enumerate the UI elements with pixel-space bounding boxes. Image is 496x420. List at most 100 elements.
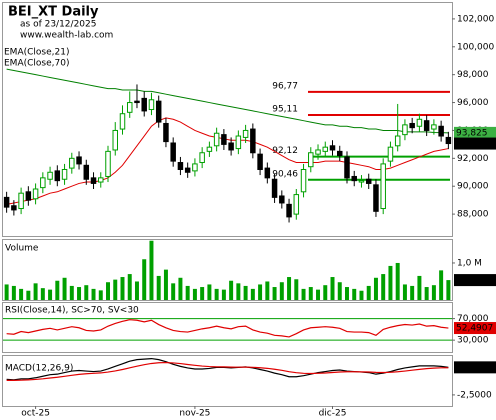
last-value-box xyxy=(454,322,496,335)
volume-bar xyxy=(4,284,9,300)
candle-body xyxy=(184,167,191,173)
volume-bar xyxy=(373,277,378,300)
volume-bar xyxy=(330,277,335,300)
candle-body xyxy=(61,168,68,180)
candle-body xyxy=(394,135,401,147)
volume-bar xyxy=(207,284,212,300)
candle-body xyxy=(315,149,321,155)
volume-bar xyxy=(120,277,125,300)
macd-panel xyxy=(2,355,453,407)
volume-bar xyxy=(200,287,205,300)
panel-title: Volume xyxy=(5,244,39,254)
volume-bar xyxy=(185,285,190,300)
volume-bar xyxy=(163,269,168,300)
volume-bar xyxy=(337,282,342,300)
candle-body xyxy=(271,178,278,198)
candle-body xyxy=(155,100,162,123)
candle-body xyxy=(431,124,437,130)
candle-body xyxy=(235,135,242,150)
volume-bar xyxy=(40,288,45,300)
volume-bar xyxy=(431,285,436,300)
volume-bar xyxy=(84,285,89,300)
y-tick-label: 100,000 xyxy=(457,42,494,52)
volume-bar xyxy=(294,279,299,300)
chart-subtitle: as of 23/12/2025 xyxy=(20,20,96,30)
volume-bar xyxy=(366,285,371,300)
candle-body xyxy=(177,162,184,170)
volume-bar xyxy=(192,288,197,300)
candle-body xyxy=(402,124,408,136)
candle-body xyxy=(264,167,271,179)
volume-bar xyxy=(439,270,444,300)
candle-body xyxy=(25,191,32,201)
y-tick-label: 1,0 M xyxy=(457,258,482,268)
y-tick-label: 90,000 xyxy=(457,182,489,192)
legend-entry: EMA(Close,70) xyxy=(4,59,69,69)
volume-bar xyxy=(134,281,139,300)
candle-body xyxy=(69,157,75,169)
last-value-box xyxy=(454,137,496,150)
panel-title: MACD(12,26,9) xyxy=(5,364,73,374)
source: www.wealth-lab.com xyxy=(20,31,113,41)
volume-bar xyxy=(48,289,53,300)
volume-bar xyxy=(359,290,364,300)
volume-bar xyxy=(149,240,154,300)
volume-bar xyxy=(417,275,422,300)
indicator-line xyxy=(6,68,449,134)
volume-bar xyxy=(279,282,284,300)
volume-bar xyxy=(55,280,60,300)
volume-bar xyxy=(229,280,234,300)
volume-bar xyxy=(171,283,176,300)
candle-body xyxy=(380,163,386,210)
candle-body xyxy=(76,156,82,165)
volume-bar xyxy=(258,284,263,300)
volume-bar xyxy=(98,290,103,300)
last-value-label: 52,4907 xyxy=(456,324,493,334)
candle-body xyxy=(105,150,111,177)
volume-bar xyxy=(69,285,74,300)
candle-body xyxy=(409,122,415,129)
candle-body xyxy=(148,99,155,111)
volume-bar xyxy=(272,287,277,300)
indicator-line xyxy=(6,319,449,338)
volume-bar xyxy=(156,275,161,300)
last-value-box xyxy=(454,274,496,287)
y-tick-label: 70,000 xyxy=(457,314,489,324)
y-tick-label: 98,000 xyxy=(457,70,489,80)
candle-body xyxy=(3,196,10,208)
volume-bar xyxy=(142,259,147,300)
volume-bar xyxy=(33,283,38,300)
candle-body xyxy=(329,145,336,151)
volume-bar xyxy=(19,288,24,300)
y-tick-label: -2,5000 xyxy=(457,390,492,400)
candle-body xyxy=(199,152,205,164)
last-value-label: 0,1562 xyxy=(456,363,488,373)
volume-bar xyxy=(113,279,118,300)
volume-bar xyxy=(395,262,400,300)
candle-body xyxy=(358,180,365,183)
level-label: 92,12 xyxy=(272,146,298,156)
volume-bar xyxy=(91,288,96,300)
candle-body xyxy=(83,164,90,180)
candle-body xyxy=(351,175,357,182)
candle-body xyxy=(300,168,307,193)
volume-bar xyxy=(323,285,328,300)
volume-bar xyxy=(308,287,313,300)
volume-bar xyxy=(250,288,255,300)
level-label: 90,46 xyxy=(272,169,298,179)
last-value-box xyxy=(454,126,496,139)
last-value-label: 93,060 xyxy=(456,139,488,149)
y-tick-label: 88,000 xyxy=(457,210,489,220)
volume-bar xyxy=(11,285,16,300)
candle-body xyxy=(438,125,444,137)
candle-body xyxy=(416,118,423,127)
candle-body xyxy=(32,188,39,200)
candle-body xyxy=(141,97,147,112)
indicator-line xyxy=(6,357,449,381)
candle-body xyxy=(257,153,263,170)
volume-bar xyxy=(106,282,110,300)
volume-bar xyxy=(221,289,226,300)
candle-body xyxy=(192,163,198,172)
candle-body xyxy=(213,132,220,147)
